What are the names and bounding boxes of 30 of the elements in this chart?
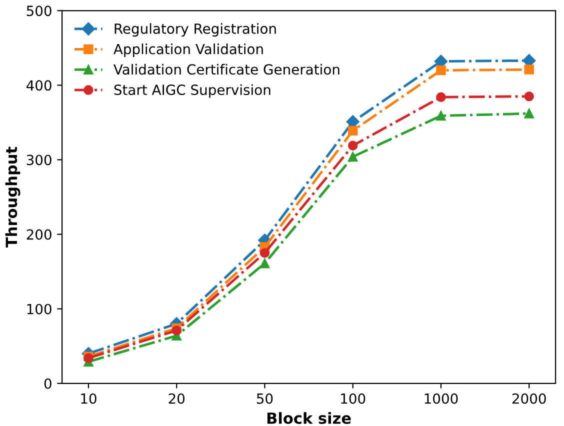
- x-tick-label: 2000: [512, 393, 546, 404]
- point: [348, 126, 358, 136]
- x-tick-label: 20: [168, 393, 185, 404]
- x-tick-label: 1000: [424, 393, 458, 404]
- legend-label: Application Validation: [114, 44, 263, 57]
- y-tick-label: 0: [44, 378, 52, 389]
- point: [172, 326, 182, 336]
- legend-label: Validation Certificate Generation: [114, 64, 340, 75]
- point: [436, 92, 446, 102]
- legend-label: Regulatory Registration: [114, 23, 276, 37]
- legend-label: Start AIGC Supervision: [114, 84, 270, 98]
- x-tick-label: 10: [81, 393, 96, 404]
- point: [524, 92, 534, 102]
- point: [260, 248, 270, 258]
- y-tick-label: 300: [26, 154, 52, 166]
- x-tick-label: 50: [256, 393, 273, 404]
- point: [436, 110, 446, 121]
- y-tick-label: 200: [26, 229, 52, 240]
- y-axis-title: Throughput: [5, 146, 20, 248]
- point: [348, 140, 358, 150]
- point: [348, 152, 358, 162]
- x-tick-label: 100: [341, 393, 366, 404]
- y-tick-label: 400: [26, 80, 52, 91]
- point: [436, 65, 446, 76]
- point: [524, 64, 534, 74]
- x-axis-title: Block size: [267, 412, 351, 424]
- y-tick-label: 500: [26, 6, 52, 16]
- y-tick-label: 100: [27, 304, 52, 314]
- point: [260, 258, 270, 268]
- point: [524, 108, 534, 118]
